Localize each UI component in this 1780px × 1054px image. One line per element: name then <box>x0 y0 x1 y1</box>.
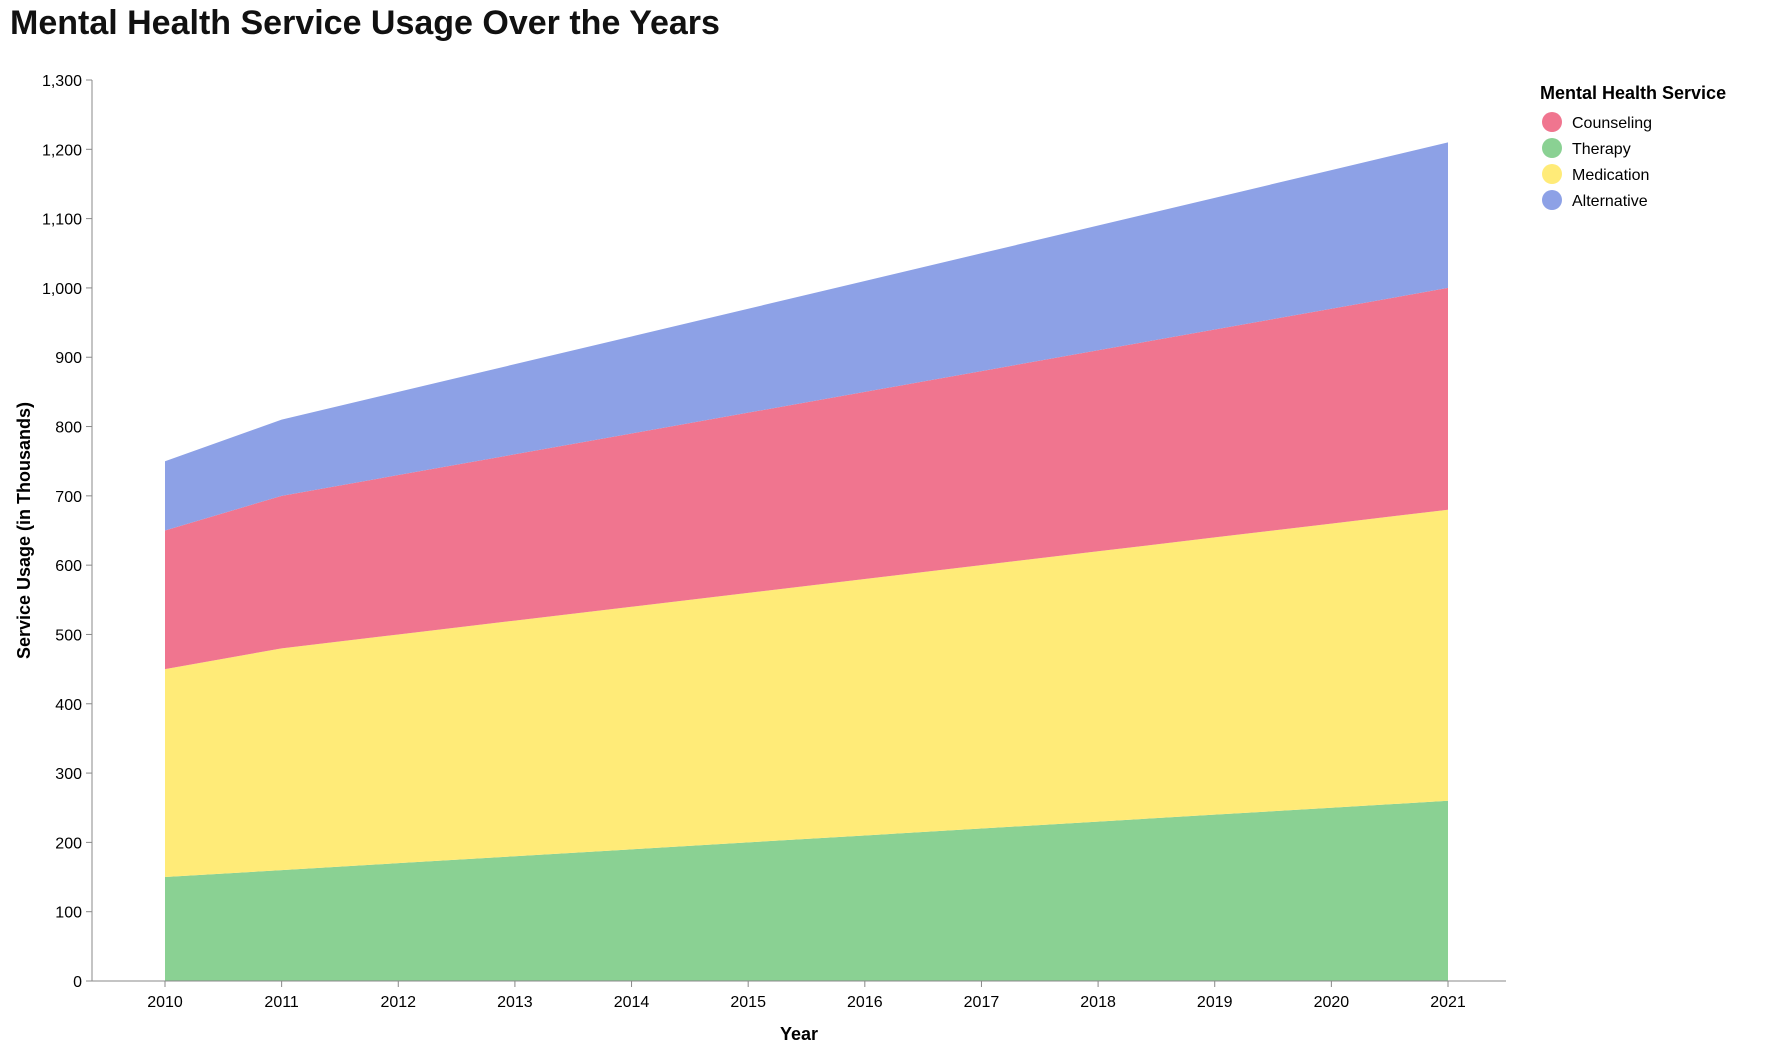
y-tick-label: 400 <box>55 697 82 714</box>
area-counseling <box>165 287 1448 670</box>
chart-title: Mental Health Service Usage Over the Yea… <box>10 4 720 42</box>
y-tick-label: 100 <box>55 905 82 922</box>
legend-label-medication: Medication <box>1572 167 1649 184</box>
y-tick-label: 600 <box>55 558 82 575</box>
x-tick-label: 2020 <box>1314 994 1350 1011</box>
legend-label-counseling: Counseling <box>1572 115 1652 132</box>
legend-swatch-counseling <box>1542 112 1562 132</box>
y-tick-label: 1,000 <box>42 281 82 298</box>
legend: Mental Health Service Counseling Therapy M… <box>1540 83 1726 210</box>
x-tick-label: 2021 <box>1430 994 1466 1011</box>
y-tick-label: 1,300 <box>42 73 82 90</box>
y-tick-label: 1,200 <box>42 142 82 159</box>
y-tick-label: 300 <box>55 766 82 783</box>
x-tick-label: 2015 <box>730 994 766 1011</box>
area-layer <box>165 142 1448 981</box>
y-axis: 0 100 200 300 400 500 600 700 800 900 1,000 1,100 1,… <box>42 73 93 991</box>
x-tick-label: 2010 <box>147 994 183 1011</box>
legend-swatch-therapy <box>1542 138 1562 158</box>
legend-label-alternative: Alternative <box>1572 193 1648 210</box>
legend-swatch-alternative <box>1542 190 1562 210</box>
area-alternative <box>165 142 1448 531</box>
y-tick-label: 800 <box>55 420 82 437</box>
y-tick-label: 700 <box>55 489 82 506</box>
x-tick-label: 2019 <box>1197 994 1233 1011</box>
legend-swatch-medication <box>1542 164 1562 184</box>
y-tick-label: 0 <box>73 974 82 991</box>
x-tick-label: 2011 <box>264 994 299 1011</box>
legend-label-therapy: Therapy <box>1572 141 1631 158</box>
y-tick-label: 900 <box>55 350 82 367</box>
x-tick-label: 2014 <box>614 994 650 1011</box>
legend-title: Mental Health Service <box>1540 83 1726 103</box>
x-axis: 2010 2011 2012 2013 2014 2015 2016 2017 2018 2019… <box>92 980 1506 1011</box>
area-therapy <box>165 800 1448 981</box>
x-axis-title: Year <box>780 1024 818 1044</box>
x-tick-label: 2018 <box>1080 994 1116 1011</box>
x-tick-label: 2012 <box>380 994 416 1011</box>
area-medication <box>165 509 1448 878</box>
x-tick-label: 2017 <box>964 994 1000 1011</box>
y-tick-label: 1,100 <box>42 212 82 229</box>
y-axis-title: Service Usage (in Thousands) <box>14 402 34 659</box>
y-tick-label: 200 <box>55 835 82 852</box>
x-tick-label: 2016 <box>847 994 883 1011</box>
y-tick-label: 500 <box>55 627 82 644</box>
x-tick-label: 2013 <box>497 994 533 1011</box>
